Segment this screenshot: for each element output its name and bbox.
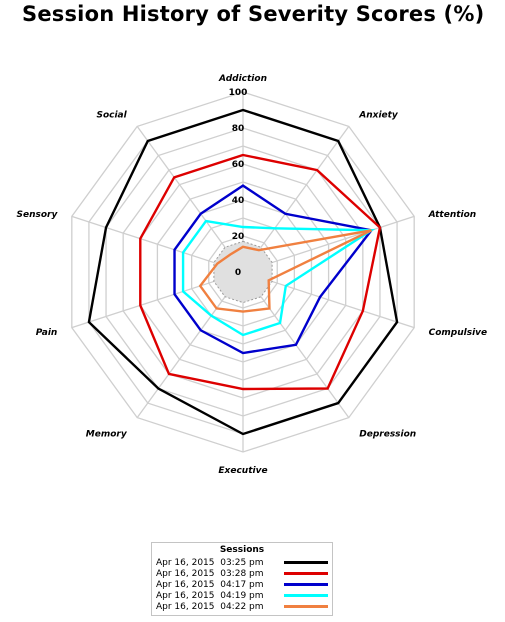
axis-label-memory: Memory [86,430,128,440]
axis-label-depression: Depression [359,430,416,440]
legend-item: Apr 16, 2015 03:28 pm [152,568,332,579]
grid-spoke [253,286,350,419]
series-line-1 [87,108,399,436]
grid-spoke [136,125,233,258]
legend-rows: Apr 16, 2015 03:25 pm Apr 16, 2015 03:28 … [152,557,332,612]
axis-label-sensory: Sensory [17,210,59,220]
legend-label: Apr 16, 2015 04:19 pm [156,590,264,601]
legend-item: Apr 16, 2015 04:19 pm [152,590,332,601]
grid-spoke [253,125,350,258]
legend-title: Sessions [219,545,265,555]
axis-label-compulsive: Compulsive [429,328,488,338]
legend-label: Apr 16, 2015 04:22 pm [156,601,264,612]
legend-swatch [284,605,328,608]
legend-label: Apr 16, 2015 04:17 pm [156,579,264,590]
legend-swatch [284,594,328,597]
series-line-3 [173,184,374,355]
tick-label: 100 [229,88,248,98]
legend-item: Apr 16, 2015 04:17 pm [152,579,332,590]
radar-chart: 0 20 40 60 80 100 Addiction Anxiety Attention Co… [17,74,488,476]
chart-title: Session History of Severity Scores (%) [22,2,485,26]
axis-label-attention: Attention [428,210,477,220]
grid-spoke [259,215,415,268]
grid-spoke [136,286,233,419]
tick-label: 0 [235,268,241,278]
series-layer [87,108,399,436]
radar-grid [71,91,415,453]
axis-label-social: Social [96,110,127,120]
series-line-2 [139,153,382,391]
tick-label: 20 [232,232,245,242]
axis-labels: Addiction Anxiety Attention Compulsive Depre… [17,74,488,476]
tick-label: 80 [232,124,245,134]
legend: Sessions Apr 16, 2015 03:25 pm Apr 16, 20… [151,542,333,616]
axis-label-anxiety: Anxiety [358,110,399,120]
legend-swatch [284,572,328,575]
series-line-4 [181,219,376,337]
tick-labels: 0 20 40 60 80 100 [229,88,248,278]
legend-label: Apr 16, 2015 03:28 pm [156,568,264,579]
series-line-5 [198,229,372,313]
legend-label: Apr 16, 2015 03:25 pm [156,557,264,568]
tick-label: 60 [232,160,245,170]
axis-label-addiction: Addiction [218,74,267,84]
grid-spoke [71,215,227,268]
axis-label-executive: Executive [218,466,267,476]
legend-swatch [284,583,328,586]
legend-item: Apr 16, 2015 04:22 pm [152,601,332,612]
tick-label: 40 [232,196,245,206]
legend-item: Apr 16, 2015 03:25 pm [152,557,332,568]
legend-swatch [284,561,328,564]
axis-label-pain: Pain [36,328,58,338]
